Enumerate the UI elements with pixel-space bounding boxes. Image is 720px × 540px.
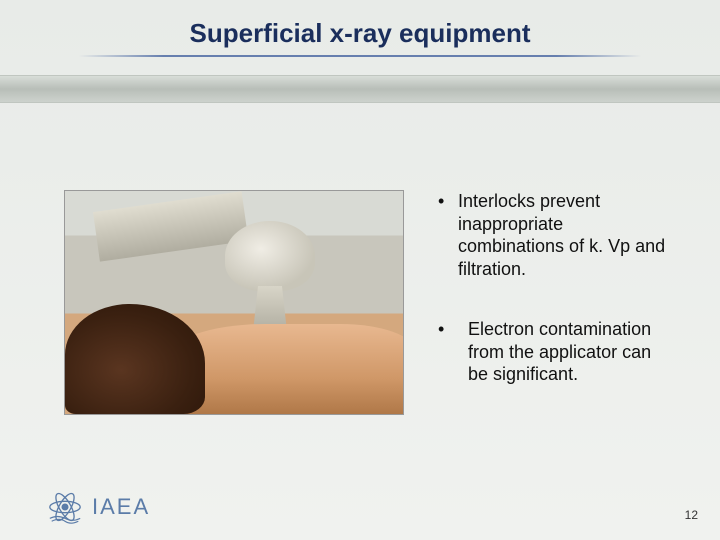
header-band bbox=[0, 75, 720, 103]
bullet-list: Interlocks prevent inappropriate combina… bbox=[434, 190, 674, 424]
page-number: 12 bbox=[685, 508, 698, 522]
slide-title: Superficial x-ray equipment bbox=[190, 18, 531, 55]
org-name: IAEA bbox=[92, 494, 150, 520]
content-area: Interlocks prevent inappropriate combina… bbox=[0, 190, 720, 424]
footer: IAEA 12 bbox=[0, 486, 720, 526]
bullet-item: Interlocks prevent inappropriate combina… bbox=[434, 190, 674, 280]
bullet-item: Electron contamination from the applicat… bbox=[434, 318, 674, 386]
device-head bbox=[225, 221, 315, 291]
title-underline bbox=[79, 55, 641, 57]
atom-icon bbox=[46, 488, 84, 526]
org-logo: IAEA bbox=[46, 488, 150, 526]
figure-image bbox=[64, 190, 404, 415]
patient-hair bbox=[65, 304, 205, 414]
